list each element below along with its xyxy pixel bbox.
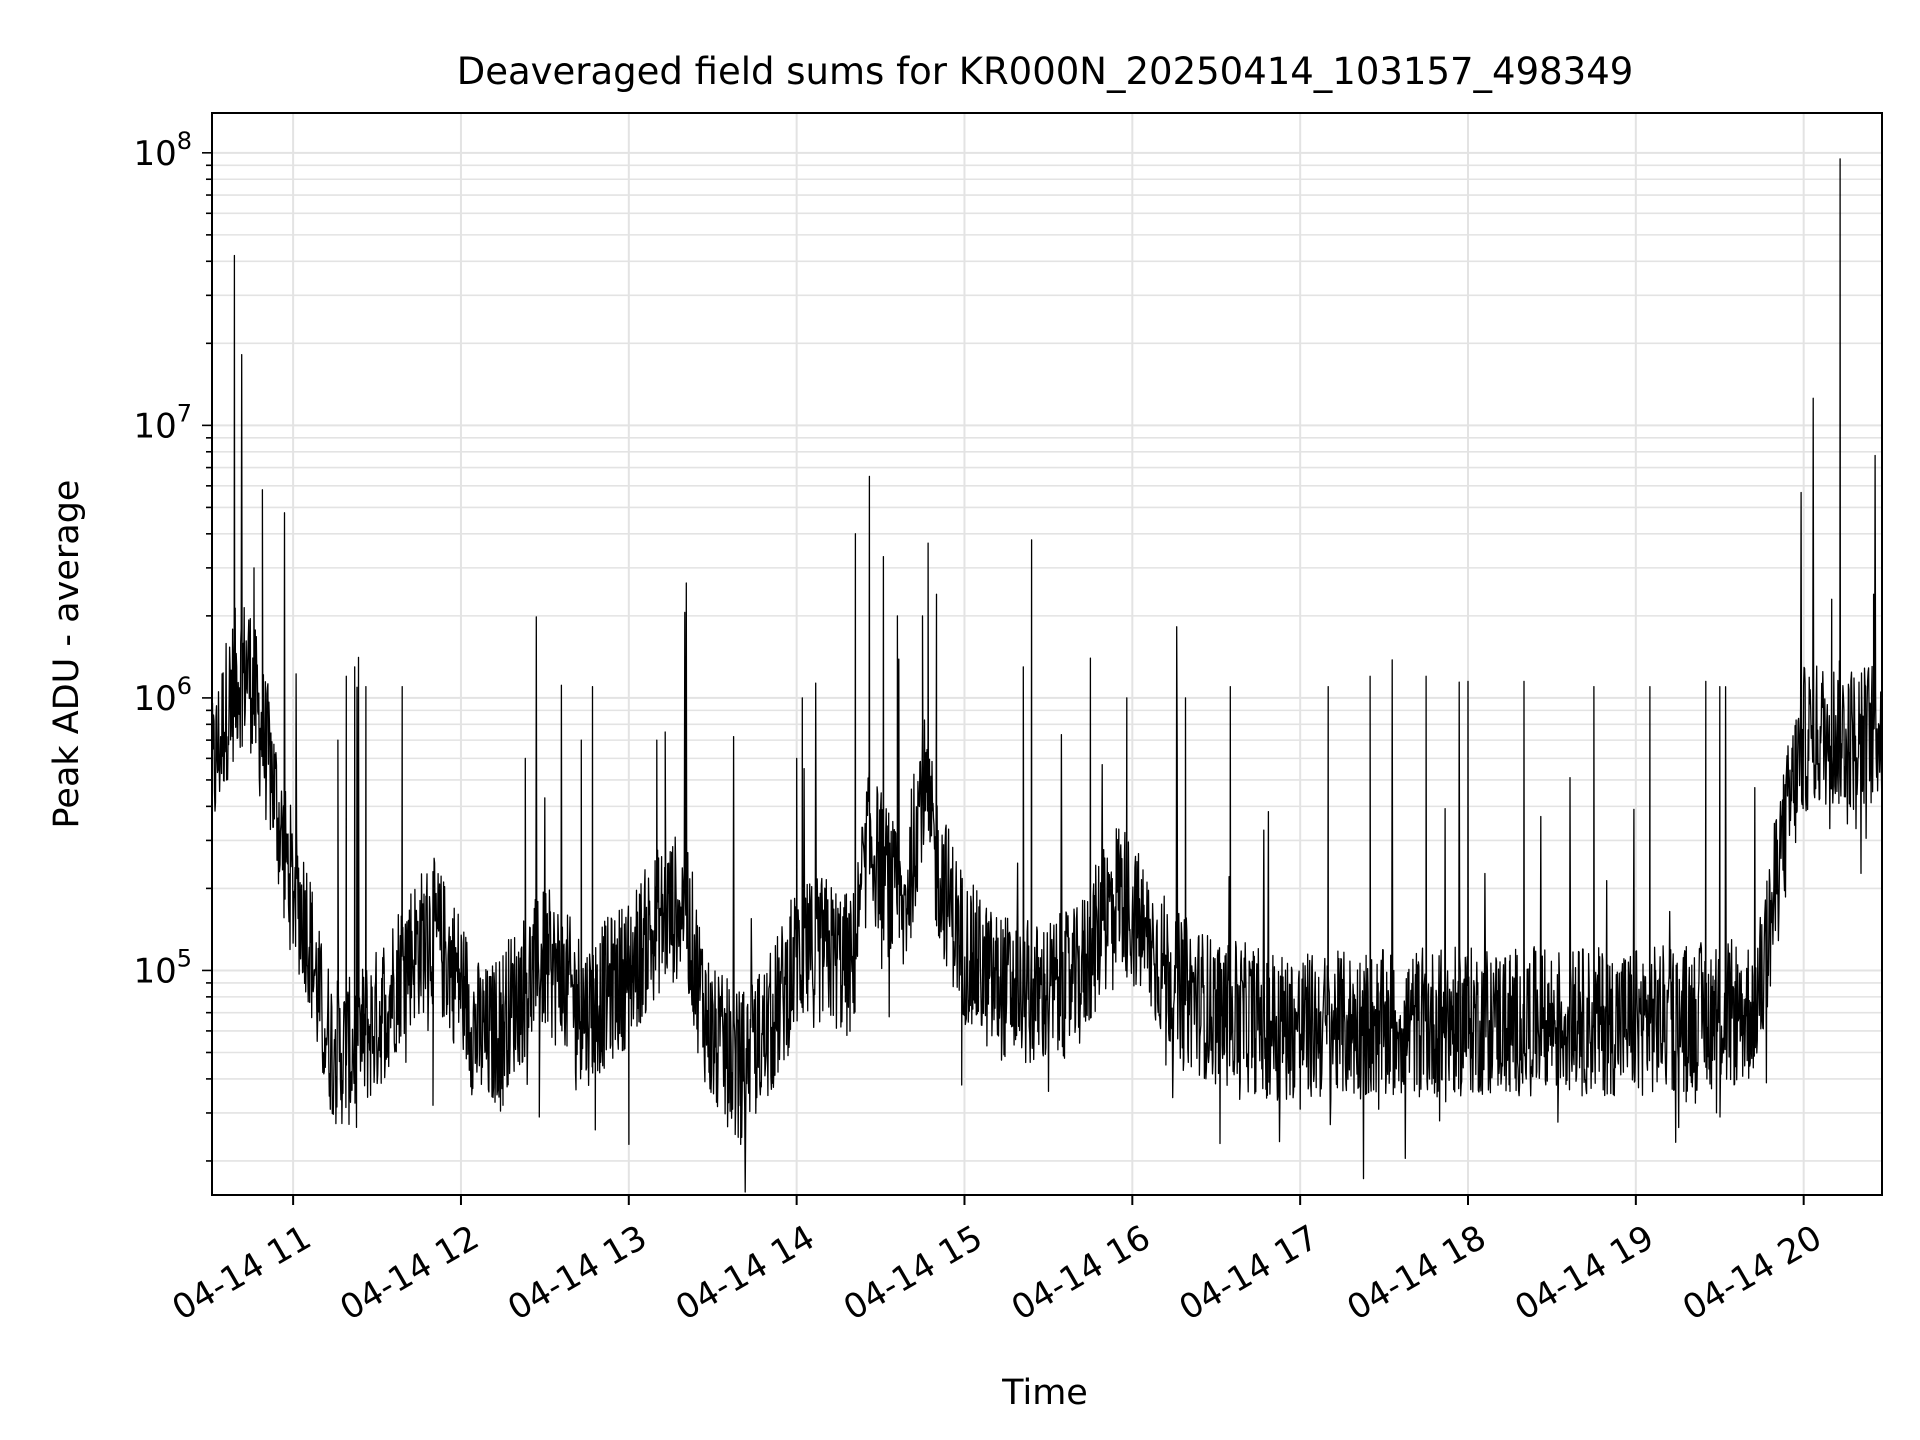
y-tick-exponent: 5 [177, 944, 192, 972]
data-line [211, 158, 1883, 1193]
y-tick-label: 105 [133, 944, 192, 991]
y-axis-label: Peak ADU - average [47, 480, 87, 829]
y-tick-exponent: 8 [177, 127, 192, 155]
y-tick-exponent: 6 [177, 672, 192, 700]
series-line [211, 158, 1883, 1193]
x-axis-label: Time [1001, 1373, 1088, 1413]
y-tick-exponent: 7 [177, 399, 192, 427]
y-tick-label: 108 [133, 127, 192, 174]
y-tick-base: 10 [133, 134, 176, 174]
y-tick-label: 106 [133, 672, 192, 719]
y-tick-base: 10 [133, 406, 176, 446]
plot-frame [211, 112, 1883, 1196]
y-tick-base: 10 [133, 951, 176, 991]
chart-title: Deaveraged field sums for KR000N_2025041… [457, 50, 1634, 93]
y-tick-label: 107 [133, 399, 192, 446]
plot-area [211, 112, 1883, 1196]
y-tick-base: 10 [133, 679, 176, 719]
